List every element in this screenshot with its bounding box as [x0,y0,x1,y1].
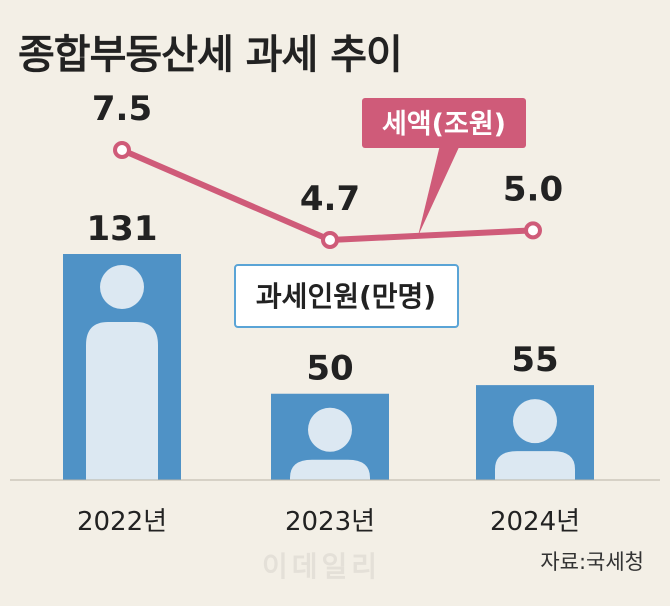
line-value-label: 7.5 [92,89,152,129]
bar-value-label: 55 [511,340,558,380]
person-icon [308,407,352,452]
source-note: 자료:국세청 [540,550,644,574]
bar-value-label: 50 [306,349,353,389]
tax-point [321,231,339,249]
x-tick-label: 2024년 [490,507,580,537]
chart-title: 종합부동산세 과세 추이 [18,32,403,78]
person-icon [86,322,158,480]
x-tick-label: 2023년 [285,507,375,537]
line-callout-pointer [418,145,460,236]
watermark: 이데일리 [262,550,382,583]
person-icon [513,399,557,444]
x-tick-label: 2022년 [77,507,167,537]
bar-callout-gap [254,322,276,326]
person-icon [290,459,370,480]
line-value-label: 4.7 [300,179,360,219]
bar-value-label: 131 [87,209,158,249]
bar-legend-label: 과세인원(만명) [256,280,436,313]
line-callout-box [362,98,526,148]
line-value-label: 5.0 [503,169,563,209]
tax-point [524,221,542,240]
person-icon [100,265,144,309]
bar-callout-box [234,264,459,328]
tax-point [113,141,131,159]
person-icon [495,451,575,480]
line-legend-label: 세액(조원) [382,109,506,140]
